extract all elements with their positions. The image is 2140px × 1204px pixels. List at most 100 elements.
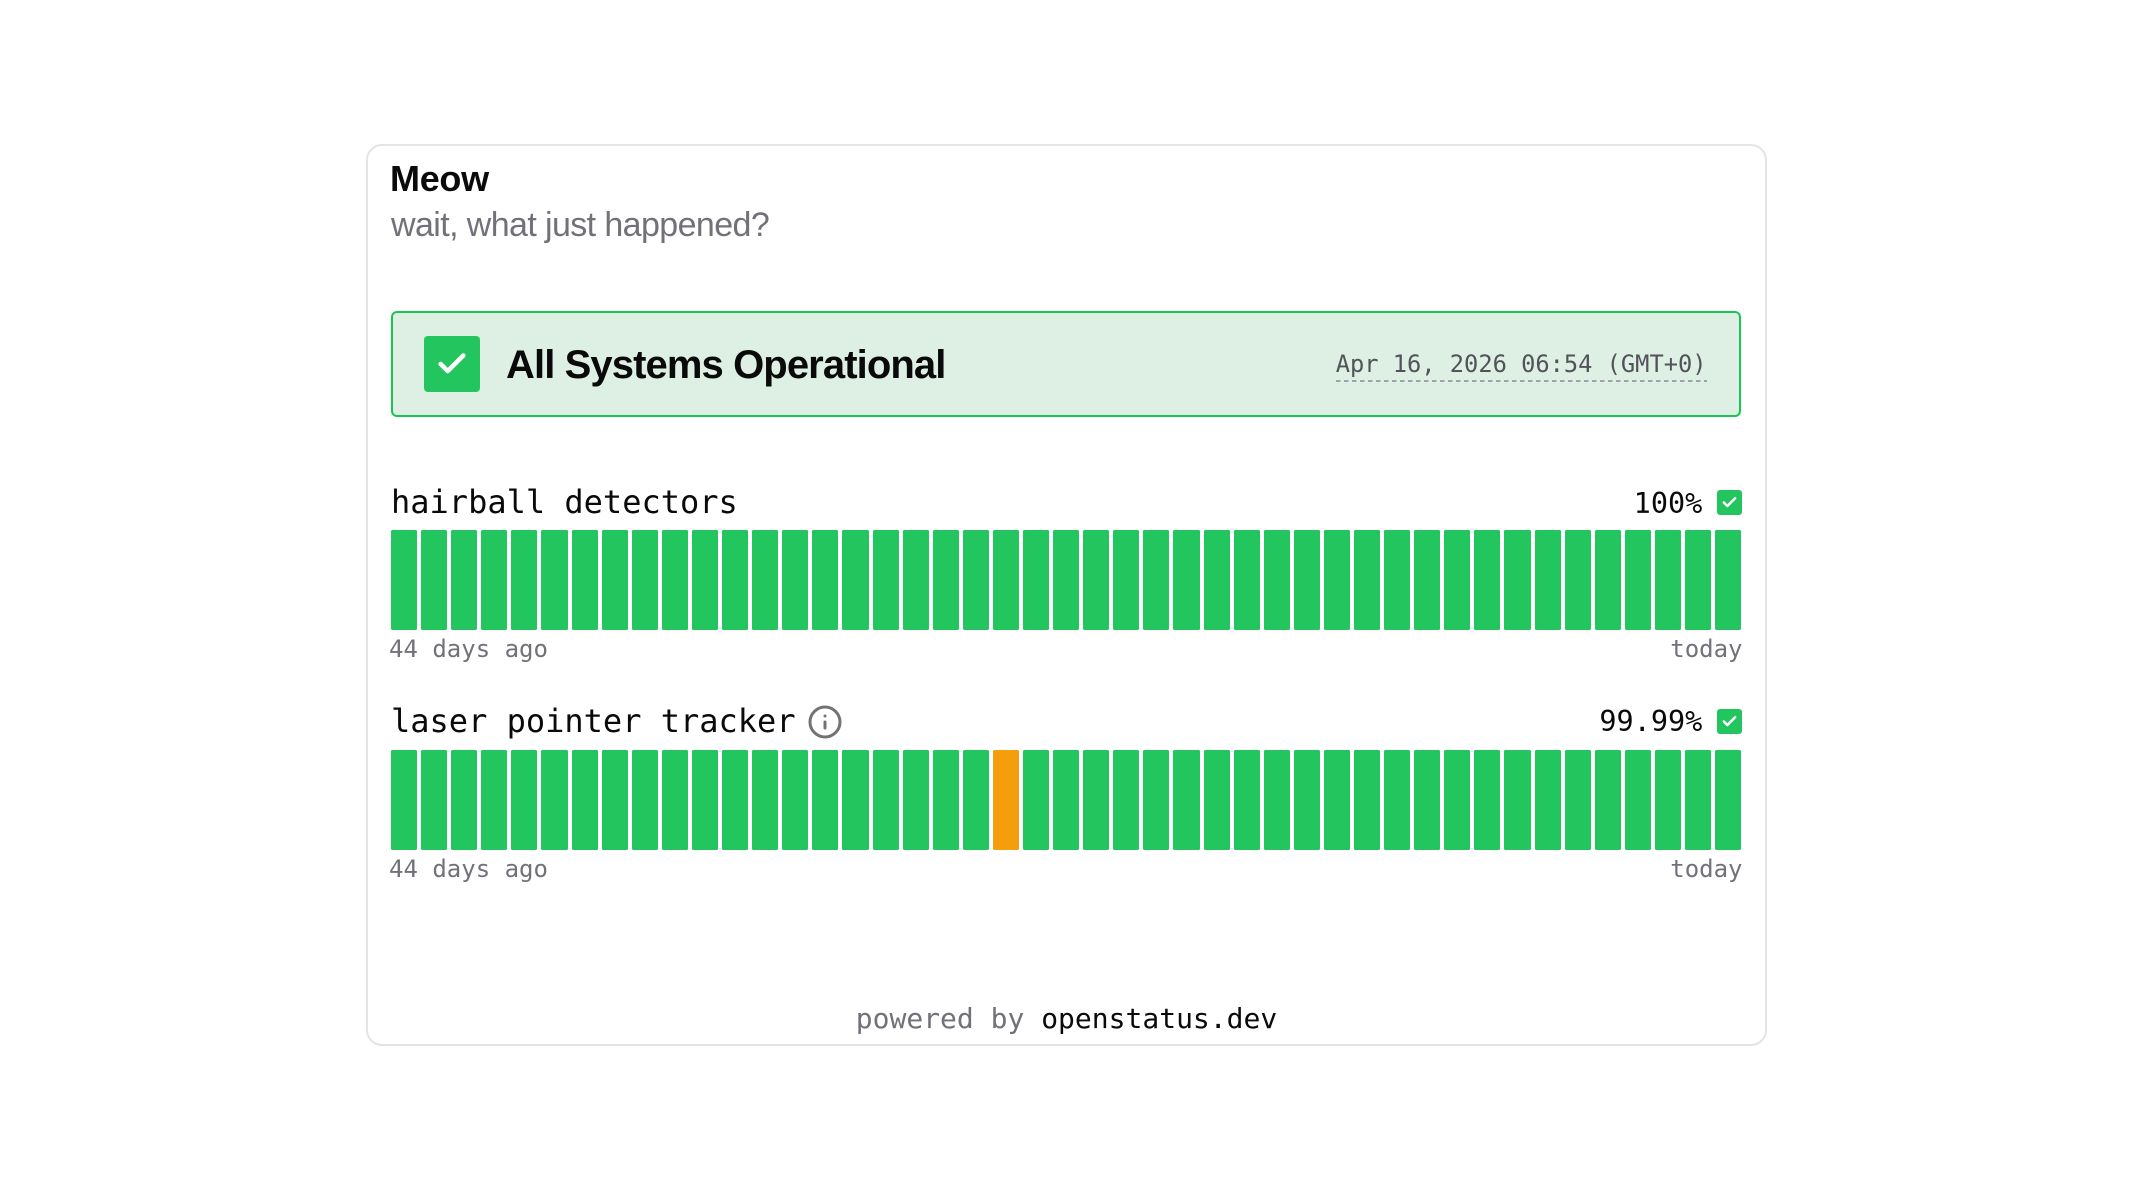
uptime-bar-up[interactable] <box>1203 750 1230 850</box>
uptime-bar-up[interactable] <box>842 530 869 630</box>
uptime-bar-up[interactable] <box>571 530 598 630</box>
monitor-name-hairball-detectors: hairball detectors <box>391 482 738 521</box>
uptime-bar-up[interactable] <box>992 530 1019 630</box>
uptime-bar-up[interactable] <box>1594 750 1621 850</box>
uptime-bar-up[interactable] <box>1354 530 1381 630</box>
uptime-bar-up[interactable] <box>1414 530 1441 630</box>
uptime-bar-up[interactable] <box>691 530 719 630</box>
uptime-bar-up[interactable] <box>812 530 839 630</box>
uptime-bar-up[interactable] <box>1444 750 1471 850</box>
check-icon <box>1722 716 1737 727</box>
uptime-bar-up[interactable] <box>782 750 809 850</box>
openstatus-link[interactable]: openstatus.dev <box>1041 1002 1278 1035</box>
uptime-bar-up[interactable] <box>812 750 839 850</box>
uptime-bar-up[interactable] <box>631 530 658 630</box>
uptime-bar-up[interactable] <box>1143 530 1170 630</box>
uptime-bar-up[interactable] <box>1715 530 1742 630</box>
uptime-bar-up[interactable] <box>872 530 899 630</box>
uptime-bar-up[interactable] <box>1053 750 1080 850</box>
uptime-bar-up[interactable] <box>1624 750 1651 850</box>
range-end-label: today <box>1670 855 1743 884</box>
uptime-bar-up[interactable] <box>1113 530 1140 630</box>
uptime-bar-up[interactable] <box>451 750 478 850</box>
monitor-name-laser-pointer-tracker: laser pointer tracker <box>391 705 841 739</box>
uptime-bar-up[interactable] <box>1384 530 1411 630</box>
uptime-bar-up[interactable] <box>1233 750 1260 850</box>
uptime-bar-up[interactable] <box>1474 530 1501 630</box>
uptime-bar-up[interactable] <box>391 530 418 630</box>
uptime-bar-up[interactable] <box>1293 530 1320 630</box>
uptime-bar-up[interactable] <box>1534 750 1561 850</box>
uptime-bar-up[interactable] <box>1323 750 1350 850</box>
uptime-bar-up[interactable] <box>1354 750 1381 850</box>
uptime-bar-up[interactable] <box>1594 530 1621 630</box>
monitor-status-badge <box>1716 709 1742 735</box>
uptime-bar-up[interactable] <box>511 750 538 850</box>
uptime-bar-up[interactable] <box>1534 530 1561 630</box>
uptime-bar-up[interactable] <box>962 750 989 850</box>
uptime-bar-up[interactable] <box>1113 750 1140 850</box>
uptime-bar-up[interactable] <box>631 750 658 850</box>
uptime-bar-up[interactable] <box>1504 750 1531 850</box>
uptime-bar-up[interactable] <box>752 750 779 850</box>
uptime-bar-up[interactable] <box>391 750 418 850</box>
uptime-bar-up[interactable] <box>421 530 448 630</box>
uptime-bar-up[interactable] <box>541 530 568 630</box>
uptime-bar-up[interactable] <box>1564 750 1591 850</box>
uptime-bar-up[interactable] <box>1233 530 1260 630</box>
uptime-bar-up[interactable] <box>1022 530 1050 630</box>
uptime-bar-up[interactable] <box>571 750 598 850</box>
uptime-bar-up[interactable] <box>1083 530 1110 630</box>
uptime-bar-up[interactable] <box>962 530 989 630</box>
uptime-bar-up[interactable] <box>1624 530 1651 630</box>
uptime-bar-up[interactable] <box>902 750 929 850</box>
uptime-bar-up[interactable] <box>1715 750 1742 850</box>
uptime-bar-up[interactable] <box>661 530 688 630</box>
uptime-bar-up[interactable] <box>1654 750 1682 850</box>
uptime-bar-up[interactable] <box>1293 750 1320 850</box>
uptime-bar-up[interactable] <box>1173 530 1200 630</box>
uptime-bar-up[interactable] <box>691 750 719 850</box>
uptime-bar-up[interactable] <box>842 750 869 850</box>
uptime-bar-up[interactable] <box>1083 750 1110 850</box>
uptime-bar-up[interactable] <box>1053 530 1080 630</box>
uptime-bar-up[interactable] <box>1384 750 1411 850</box>
check-icon <box>438 353 466 374</box>
uptime-bar-up[interactable] <box>601 750 628 850</box>
uptime-bar-up[interactable] <box>932 750 959 850</box>
uptime-bar-up[interactable] <box>1685 750 1712 850</box>
uptime-bar-up[interactable] <box>1203 530 1230 630</box>
uptime-bar-up[interactable] <box>1263 530 1290 630</box>
uptime-bar-degraded[interactable] <box>992 750 1019 850</box>
uptime-bar-up[interactable] <box>1444 530 1471 630</box>
uptime-bar-up[interactable] <box>421 750 448 850</box>
uptime-bar-up[interactable] <box>511 530 538 630</box>
status-banner-label: All Systems Operational <box>506 342 946 387</box>
uptime-bar-up[interactable] <box>601 530 628 630</box>
status-timestamp[interactable]: Apr 16, 2026 06:54 (GMT+0) <box>1335 352 1707 383</box>
uptime-bar-up[interactable] <box>1323 530 1350 630</box>
uptime-bar-up[interactable] <box>481 750 508 850</box>
uptime-bar-up[interactable] <box>1504 530 1531 630</box>
uptime-bar-up[interactable] <box>722 750 749 850</box>
uptime-bar-up[interactable] <box>782 530 809 630</box>
uptime-bar-up[interactable] <box>1173 750 1200 850</box>
uptime-bar-up[interactable] <box>722 530 749 630</box>
uptime-bar-up[interactable] <box>1022 750 1050 850</box>
uptime-bar-up[interactable] <box>1263 750 1290 850</box>
uptime-bar-up[interactable] <box>1564 530 1591 630</box>
uptime-bar-up[interactable] <box>1474 750 1501 850</box>
uptime-bar-up[interactable] <box>1654 530 1682 630</box>
uptime-bar-up[interactable] <box>932 530 959 630</box>
uptime-bar-up[interactable] <box>481 530 508 630</box>
uptime-bar-up[interactable] <box>1414 750 1441 850</box>
uptime-bar-up[interactable] <box>1143 750 1170 850</box>
uptime-bar-up[interactable] <box>872 750 899 850</box>
uptime-bar-up[interactable] <box>1685 530 1712 630</box>
uptime-bar-up[interactable] <box>752 530 779 630</box>
uptime-bar-up[interactable] <box>661 750 688 850</box>
info-icon[interactable] <box>807 704 843 740</box>
uptime-bar-up[interactable] <box>451 530 478 630</box>
uptime-bar-up[interactable] <box>541 750 568 850</box>
uptime-bar-up[interactable] <box>902 530 929 630</box>
